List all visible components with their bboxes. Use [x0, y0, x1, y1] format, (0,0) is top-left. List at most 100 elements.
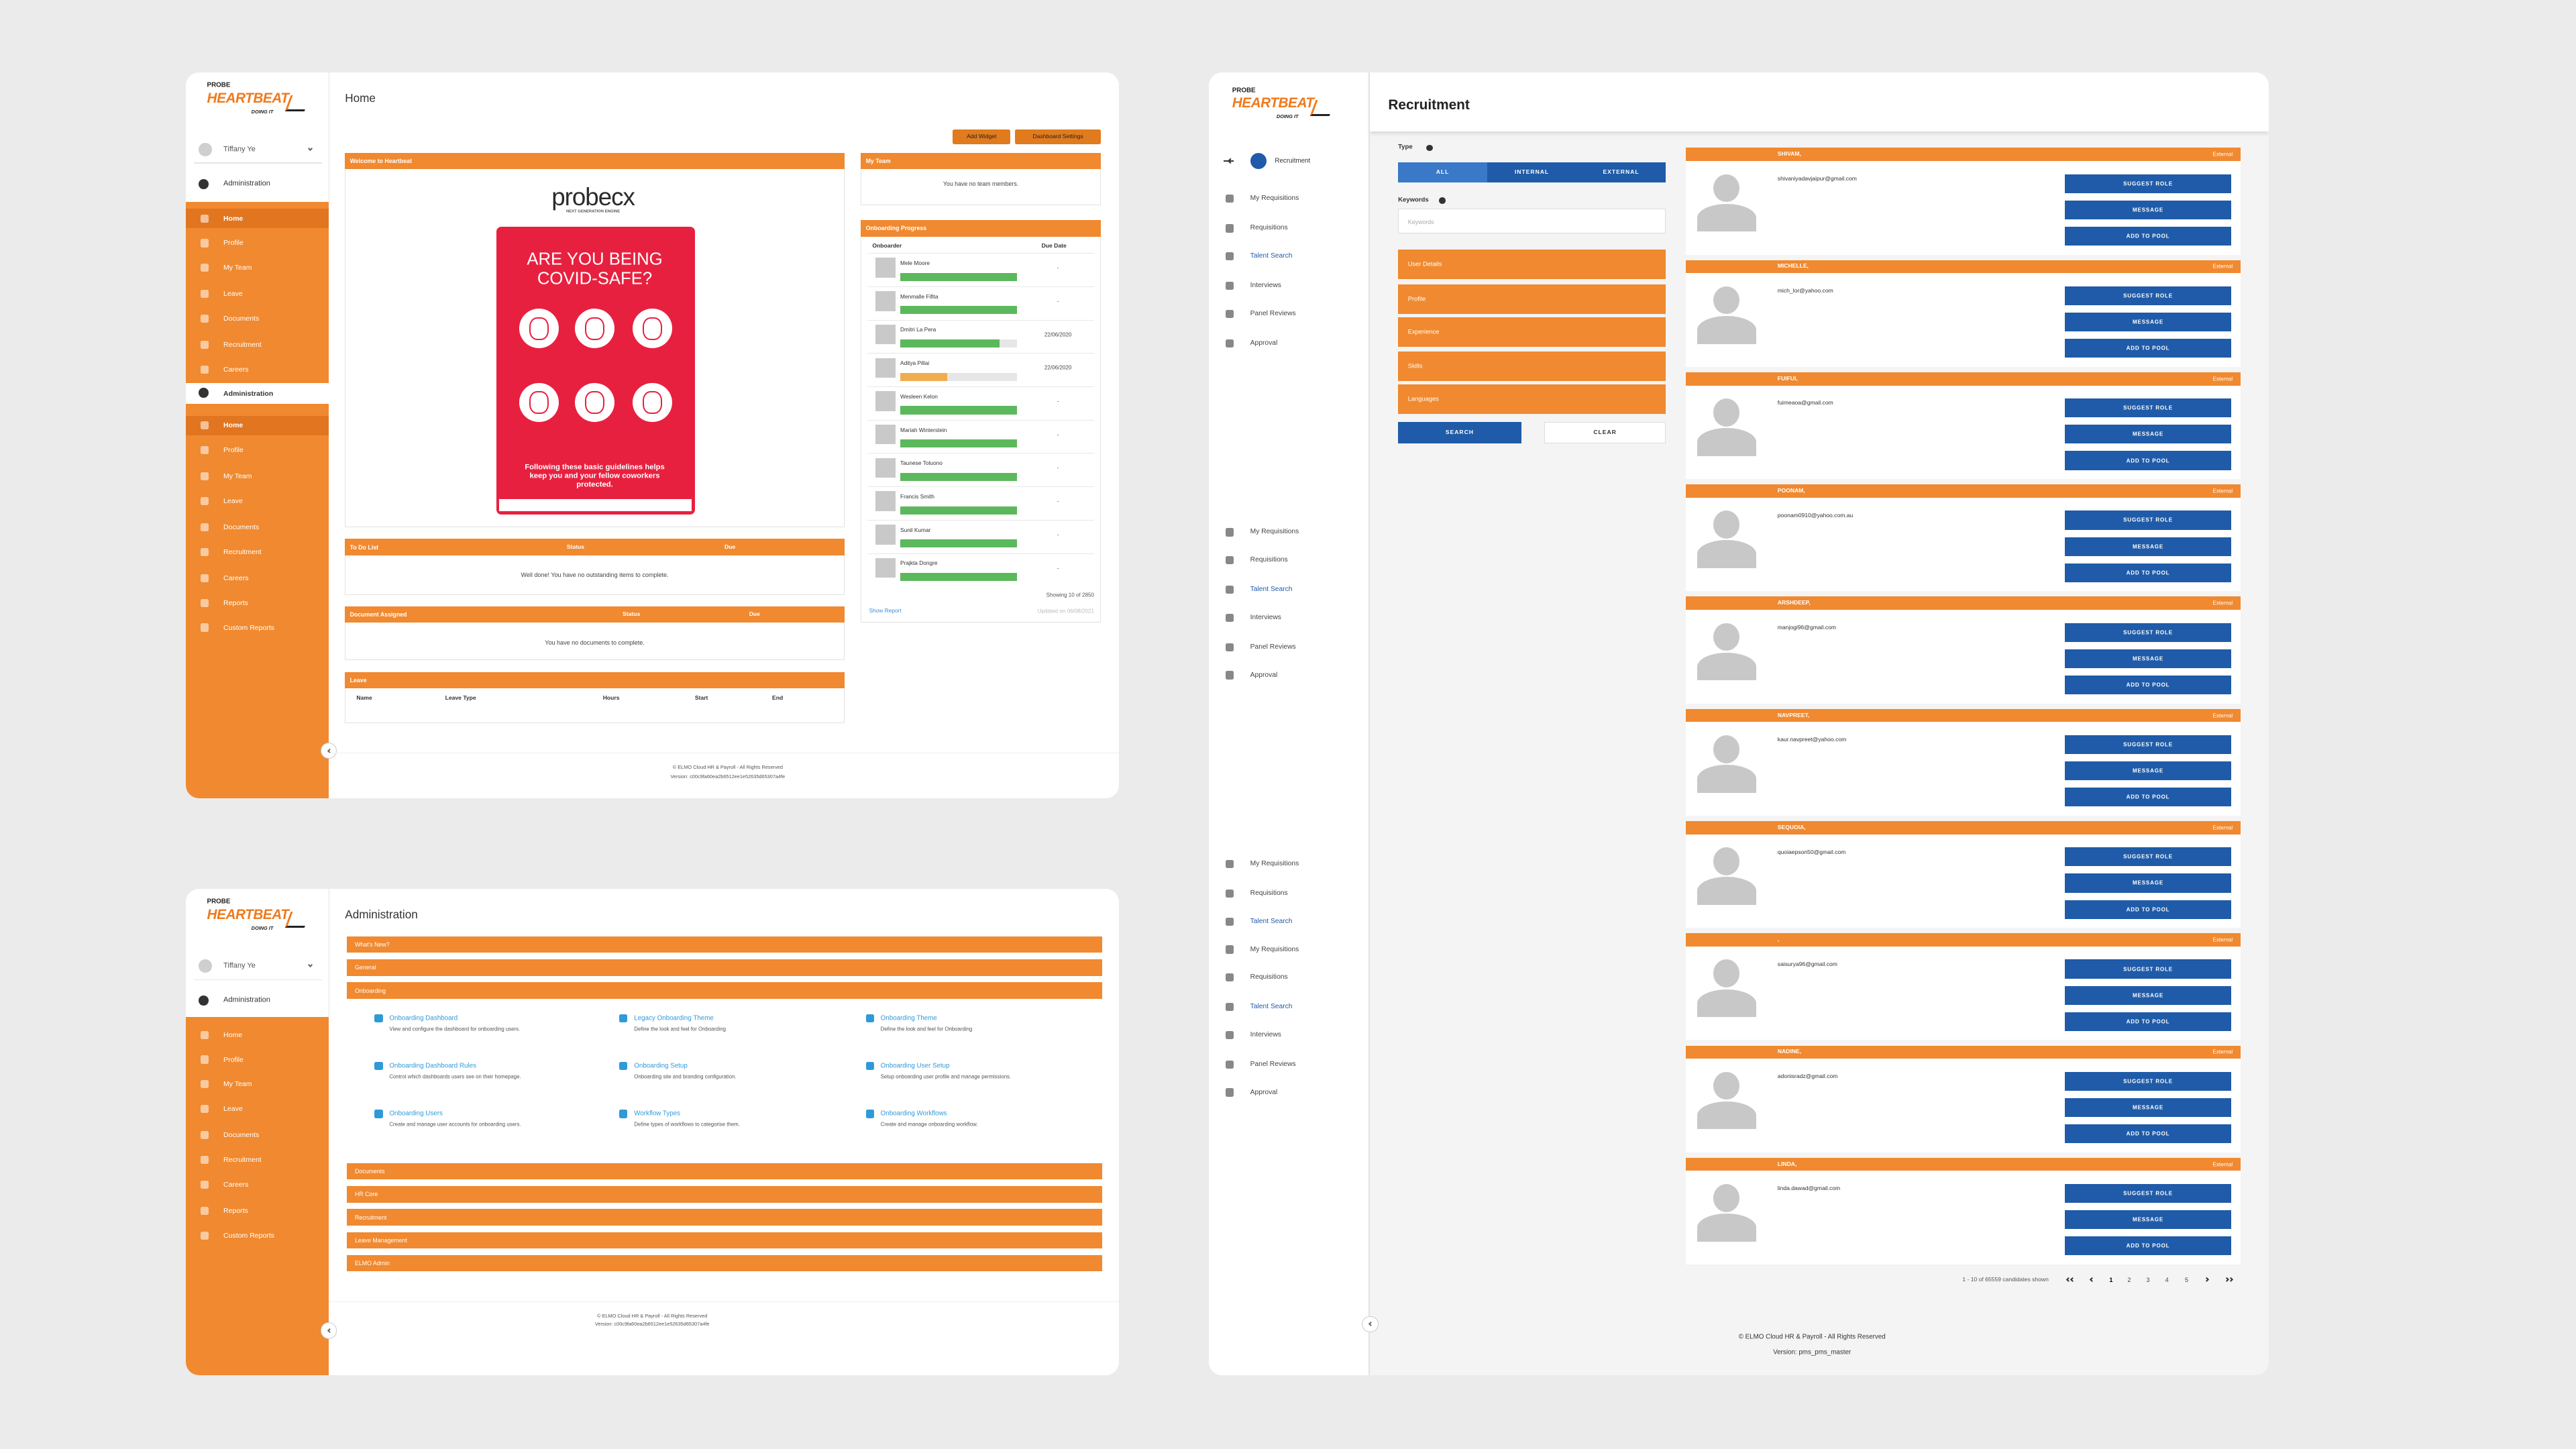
nav-item[interactable]: Talent Search [1250, 586, 1293, 594]
menu-item[interactable]: Recruitment [223, 547, 262, 556]
menu-item[interactable]: Leave [223, 496, 243, 505]
candidate-action[interactable] [2065, 286, 2231, 305]
button-label[interactable]: MESSAGE [2133, 767, 2164, 774]
button-label[interactable]: MESSAGE [2133, 879, 2164, 886]
section-header[interactable] [346, 936, 1103, 953]
button-label[interactable]: ADD TO POOL [2126, 1242, 2170, 1249]
collapse-toggle[interactable] [1362, 1316, 1379, 1333]
menu-item[interactable]: Profile [223, 445, 244, 454]
button-label[interactable]: SUGGEST ROLE [2123, 629, 2173, 636]
type-toggle[interactable] [1398, 162, 1488, 182]
user-name[interactable]: Tiffany Ye [223, 145, 256, 154]
filter-section-label[interactable]: Profile [1407, 295, 1426, 303]
menu-item[interactable]: Home [223, 214, 244, 223]
menu-item[interactable]: Reports [223, 1206, 248, 1215]
candidate-name[interactable]: SEQUOIA, [1777, 823, 1806, 830]
candidate-action[interactable] [2065, 1097, 2231, 1118]
filter-section[interactable] [1398, 250, 1666, 280]
candidate-name[interactable]: NAVPREET, [1777, 711, 1810, 718]
button-label[interactable]: CLEAR [1593, 429, 1617, 436]
menu-item[interactable]: Profile [223, 239, 244, 248]
button-label[interactable]: SUGGEST ROLE [2123, 517, 2173, 523]
filter-section-label[interactable]: Experience [1407, 328, 1440, 335]
candidate-name[interactable]: ARSHDEEP, [1777, 599, 1811, 606]
nav-item[interactable]: Talent Search [1250, 1003, 1293, 1011]
button-label[interactable]: MESSAGE [2133, 207, 2164, 213]
candidate-action[interactable] [2065, 649, 2231, 668]
candidate-action[interactable] [2065, 873, 2231, 893]
search-button[interactable] [1398, 422, 1521, 444]
filter-section[interactable] [1398, 284, 1666, 314]
type-toggle-label[interactable]: ALL [1436, 168, 1450, 176]
button-label[interactable]: MESSAGE [2133, 655, 2164, 662]
candidate-action[interactable] [2065, 900, 2231, 919]
button-label[interactable]: SUGGEST ROLE [2123, 1078, 2173, 1085]
filter-section[interactable] [1398, 384, 1666, 415]
filter-section-label[interactable]: User Details [1407, 260, 1442, 268]
nav-item[interactable]: My Requisitions [1250, 528, 1299, 536]
admin-item-title[interactable]: Onboarding Theme [880, 1014, 937, 1022]
page-link[interactable]: 5 [2185, 1276, 2189, 1283]
button-label[interactable]: MESSAGE [2133, 431, 2164, 437]
candidate-action[interactable] [2065, 676, 2231, 695]
section-title[interactable]: Leave Management [354, 1236, 407, 1244]
candidate-action[interactable] [2065, 563, 2231, 582]
button-label[interactable]: ADD TO POOL [2126, 345, 2170, 352]
menu-item[interactable]: Recruitment [223, 341, 262, 350]
section-title[interactable]: Onboarding [354, 987, 386, 994]
candidate-action[interactable] [2065, 623, 2231, 642]
nav-item[interactable]: Requisitions [1250, 890, 1288, 898]
type-toggle[interactable] [1487, 162, 1577, 182]
button[interactable] [1015, 129, 1101, 145]
candidate-action[interactable] [2065, 847, 2231, 867]
section-header[interactable] [346, 1163, 1103, 1180]
type-toggle-label[interactable]: INTERNAL [1514, 168, 1550, 176]
button-label[interactable]: Dashboard Settings [1032, 133, 1083, 140]
button-label[interactable]: SUGGEST ROLE [2123, 292, 2173, 299]
collapse-toggle[interactable] [320, 1322, 337, 1339]
button[interactable] [953, 129, 1011, 145]
candidate-action[interactable] [2065, 200, 2231, 219]
keywords-input[interactable] [1398, 209, 1666, 233]
section-header[interactable] [346, 1255, 1103, 1272]
button-label[interactable]: ADD TO POOL [2126, 1130, 2170, 1137]
candidate-action[interactable] [2065, 735, 2231, 755]
button-label[interactable]: SUGGEST ROLE [2123, 180, 2173, 187]
nav-item[interactable]: Interviews [1250, 613, 1281, 621]
button-label[interactable]: MESSAGE [2133, 992, 2164, 999]
candidate-action[interactable] [2065, 226, 2231, 246]
candidate-name[interactable]: FUIFUI, [1777, 374, 1798, 382]
button-label[interactable]: SUGGEST ROLE [2123, 853, 2173, 860]
menu-item[interactable]: Careers [223, 1180, 249, 1189]
section-title[interactable]: Recruitment [354, 1214, 387, 1221]
nav-item[interactable]: My Requisitions [1250, 195, 1299, 203]
candidate-action[interactable] [2065, 398, 2231, 418]
page-link[interactable]: 3 [2146, 1276, 2150, 1283]
candidate-action[interactable] [2065, 1124, 2231, 1144]
menu-item[interactable]: Documents [223, 315, 260, 323]
section-title[interactable]: HR Core [354, 1191, 378, 1198]
admin-link[interactable]: Administration [223, 179, 270, 188]
filter-section[interactable] [1398, 352, 1666, 382]
nav-item[interactable]: Interviews [1250, 1030, 1281, 1038]
menu-item[interactable]: Custom Reports [223, 1231, 275, 1240]
menu-item[interactable]: Careers [223, 574, 249, 582]
section-header[interactable] [346, 1186, 1103, 1203]
filter-section[interactable] [1398, 317, 1666, 347]
candidate-action[interactable] [2065, 959, 2231, 979]
nav-item[interactable]: Talent Search [1250, 917, 1293, 925]
candidate-action[interactable] [2065, 788, 2231, 807]
show-report-link[interactable]: Show Report [869, 607, 902, 614]
button-label[interactable]: SUGGEST ROLE [2123, 1190, 2173, 1197]
candidate-action[interactable] [2065, 1210, 2231, 1230]
menu-item[interactable]: Documents [223, 523, 260, 532]
section-title[interactable]: General [354, 964, 376, 971]
candidate-action[interactable] [2065, 339, 2231, 358]
admin-item-title[interactable]: Onboarding Dashboard [389, 1014, 458, 1022]
page-link[interactable]: 1 [2109, 1276, 2113, 1283]
menu-item[interactable]: Careers [223, 365, 249, 374]
nav-item[interactable]: Requisitions [1250, 556, 1288, 564]
menu-item[interactable]: Documents [223, 1131, 260, 1140]
menu-item[interactable]: Leave [223, 1104, 243, 1113]
menu-item[interactable]: Home [223, 1030, 243, 1039]
